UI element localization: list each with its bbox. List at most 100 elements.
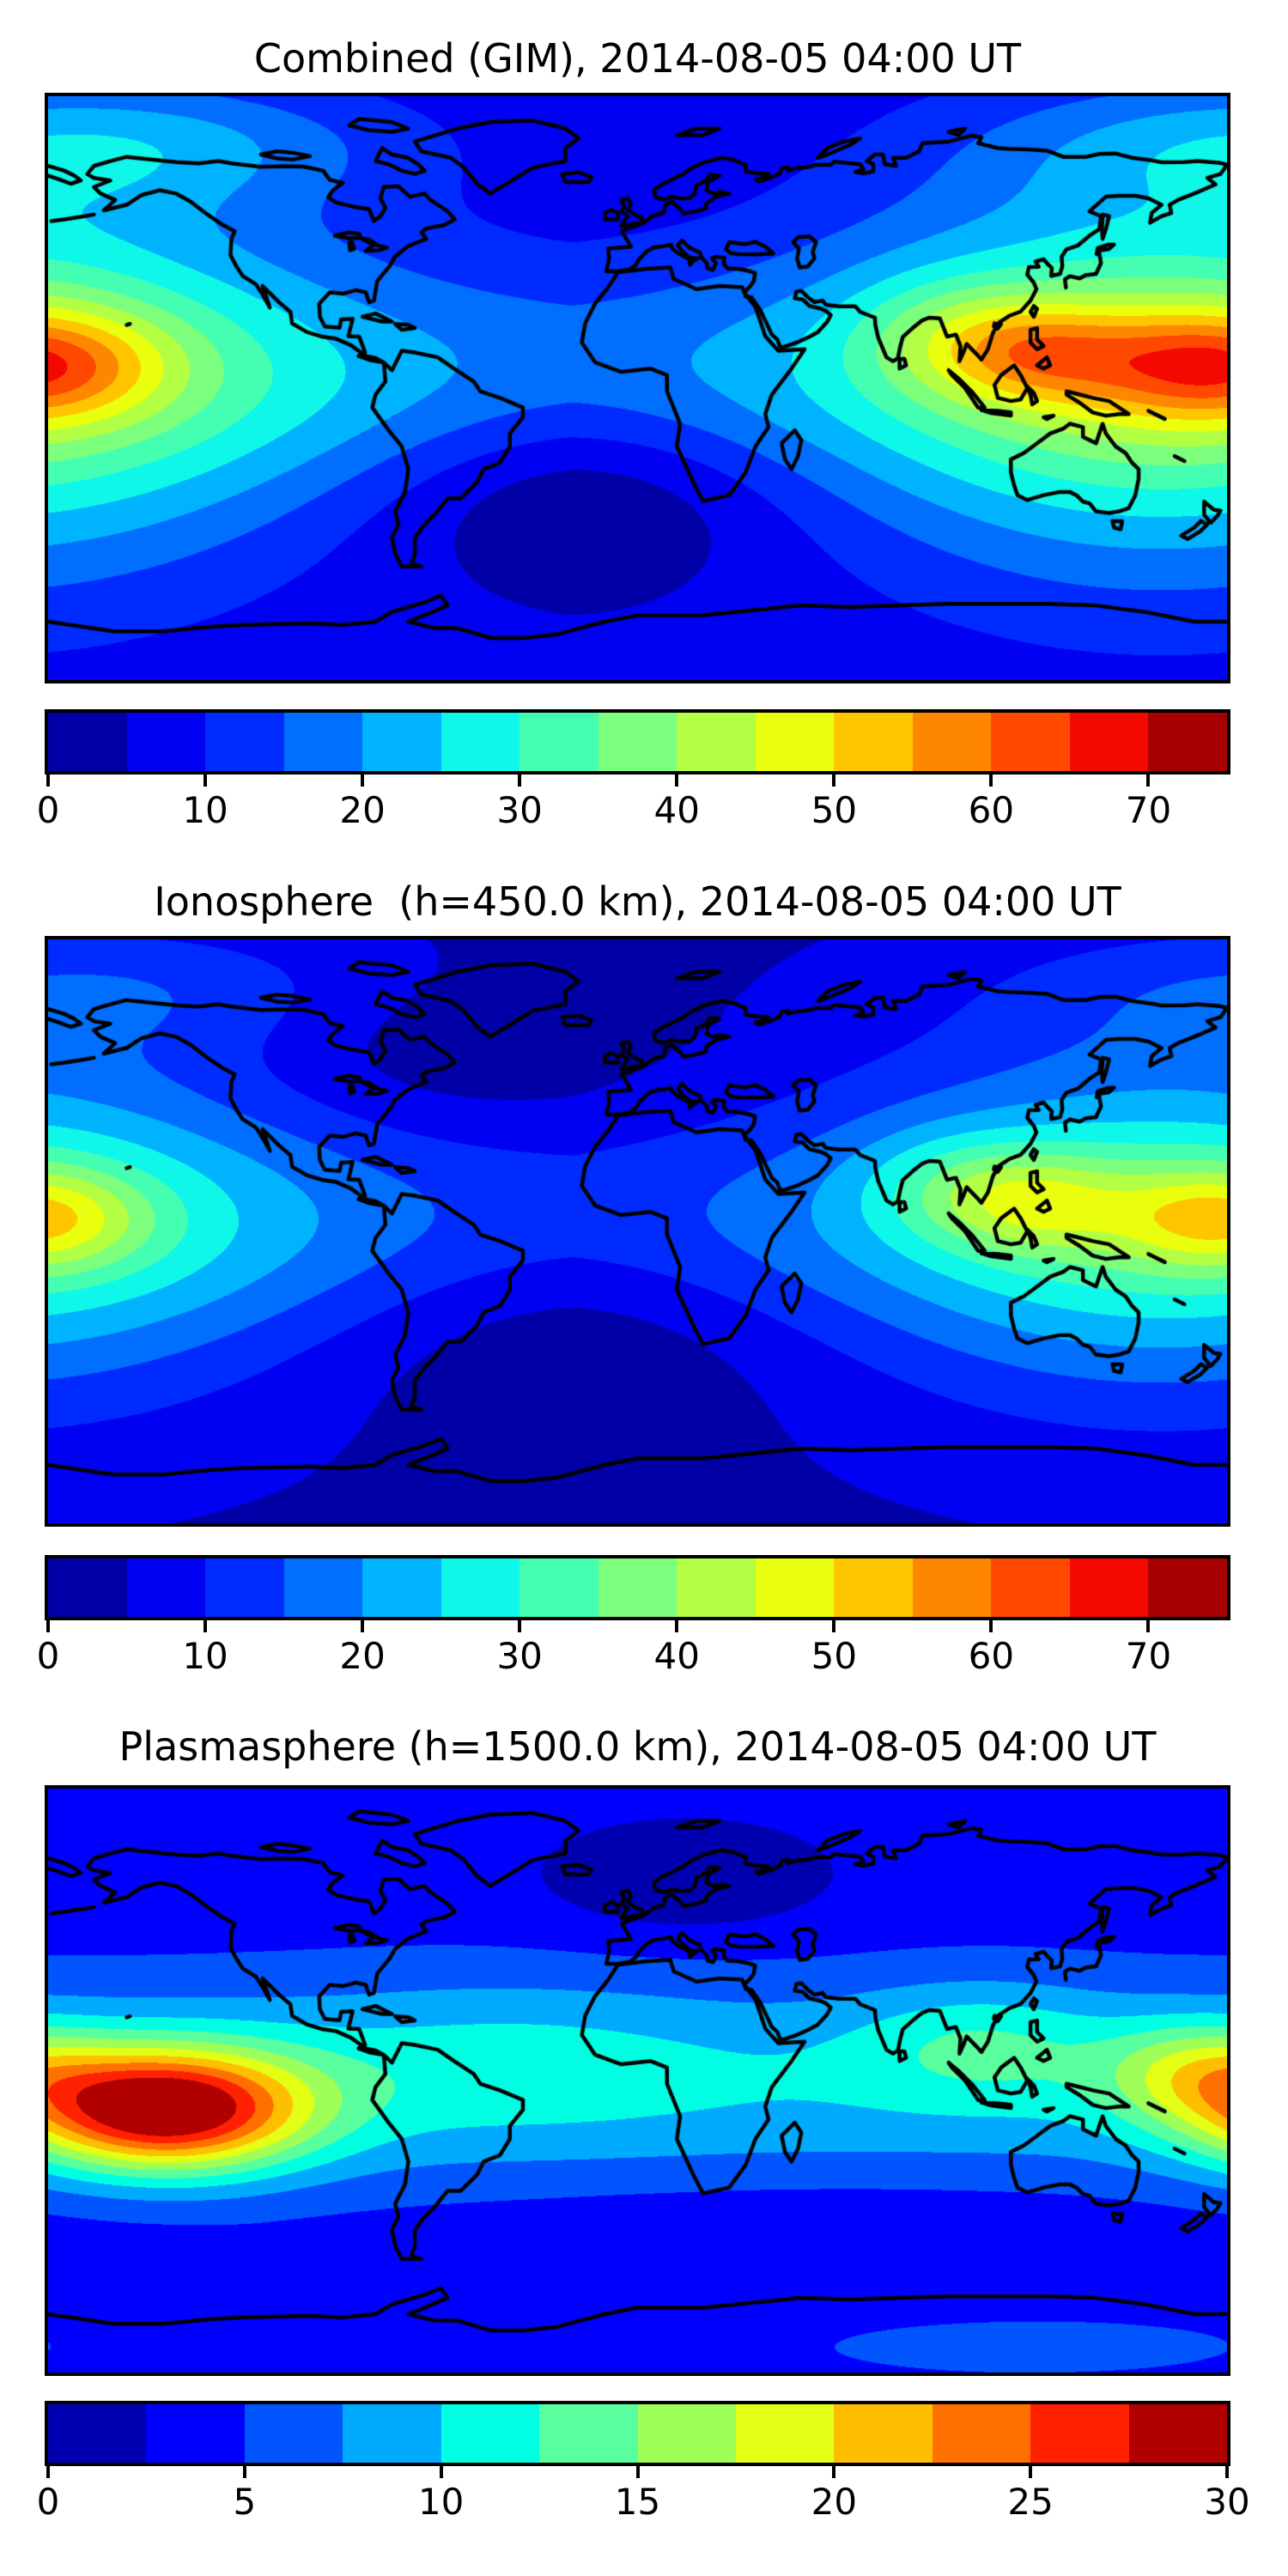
colorbar-segment — [362, 1558, 441, 1617]
colorbar-segment — [48, 1558, 127, 1617]
colorbar-tick-label: 20 — [339, 789, 386, 831]
colorbar-segment — [362, 713, 441, 771]
colorbar-tick-label: 5 — [233, 2481, 257, 2523]
map-plasmasphere — [45, 1785, 1230, 2376]
colorbar-tick-mark — [635, 2466, 640, 2478]
colorbar-segment — [440, 1558, 520, 1617]
colorbar-tick-label: 70 — [1125, 789, 1172, 831]
colorbar-plasmasphere — [45, 2401, 1230, 2466]
colorbar-tick-label: 10 — [182, 1635, 228, 1677]
colorbar-segment — [244, 2404, 343, 2463]
colorbar-segment — [343, 2404, 441, 2463]
colorbar-segment — [755, 713, 835, 771]
colorbar-segment — [146, 2404, 245, 2463]
colorbar-segment — [912, 1558, 992, 1617]
colorbar-tick-mark — [204, 775, 208, 787]
colorbar-segment — [598, 713, 677, 771]
map-canvas-plasmasphere — [48, 1789, 1227, 2372]
colorbar-tick-mark — [675, 775, 679, 787]
colorbar-tick-mark — [1146, 1620, 1151, 1632]
colorbar-tick-label: 30 — [1204, 2481, 1250, 2523]
colorbar-segment — [283, 713, 363, 771]
colorbar-tick-label: 10 — [417, 2481, 465, 2523]
colorbar-ionosphere — [45, 1555, 1230, 1620]
colorbar-segment — [283, 1558, 363, 1617]
colorbar-tick-mark — [242, 2466, 246, 2478]
colorbar-tick-label: 40 — [653, 1635, 700, 1677]
colorbar-tick-mark — [832, 1620, 836, 1632]
colorbar-segment — [205, 713, 284, 771]
colorbar-segment — [1128, 2404, 1228, 2463]
colorbar-segment — [991, 1558, 1070, 1617]
panel-title-combined: Combined (GIM), 2014-08-05 04:00 UT — [253, 35, 1022, 82]
colorbar-segment — [912, 713, 992, 771]
colorbar-segment — [440, 2404, 540, 2463]
colorbar-segment — [677, 713, 756, 771]
map-canvas-ionosphere — [48, 939, 1227, 1523]
colorbar-segment — [1148, 713, 1227, 771]
colorbar-segment — [637, 2404, 736, 2463]
colorbar-tick-mark — [361, 775, 365, 787]
colorbar-tick-mark — [518, 1620, 522, 1632]
map-combined — [45, 93, 1230, 683]
colorbar-tick-label: 0 — [36, 1635, 60, 1677]
colorbar-segment — [991, 713, 1070, 771]
colorbar-segment — [932, 2404, 1031, 2463]
colorbar-tick-label: 60 — [968, 1635, 1015, 1677]
colorbar-tick-label: 50 — [811, 1635, 858, 1677]
colorbar-tick-mark — [439, 2466, 443, 2478]
colorbar-tick-label: 40 — [653, 789, 700, 831]
colorbar-segment — [126, 1558, 206, 1617]
colorbar-segment — [205, 1558, 284, 1617]
colorbar-segment — [677, 1558, 756, 1617]
colorbar-tick-mark — [361, 1620, 365, 1632]
colorbar-tick-label: 25 — [1007, 2481, 1054, 2523]
colorbar-tick-label: 50 — [811, 789, 858, 831]
colorbar-tick-label: 30 — [496, 789, 543, 831]
colorbar-segment — [834, 713, 913, 771]
colorbar-tick-mark — [46, 775, 50, 787]
colorbar-segment — [598, 1558, 677, 1617]
colorbar-tick-label: 70 — [1125, 1635, 1172, 1677]
colorbar-tick-mark — [1029, 2466, 1033, 2478]
colorbar-segment — [519, 713, 598, 771]
colorbar-tick-mark — [832, 775, 836, 787]
colorbar-segment — [539, 2404, 638, 2463]
colorbar-tick-label: 20 — [811, 2481, 858, 2523]
colorbar-tick-label: 20 — [339, 1635, 386, 1677]
colorbar-segment — [48, 713, 127, 771]
colorbar-segment — [834, 2404, 933, 2463]
colorbar-segment — [834, 1558, 913, 1617]
colorbar-tick-label: 30 — [496, 1635, 543, 1677]
colorbar-segment — [1069, 713, 1149, 771]
colorbar-tick-mark — [46, 2466, 50, 2478]
colorbar-tick-mark — [1146, 775, 1151, 787]
colorbar-segment — [440, 713, 520, 771]
colorbar-tick-mark — [518, 775, 522, 787]
map-canvas-combined — [48, 96, 1227, 680]
colorbar-segment — [126, 713, 206, 771]
colorbar-tick-label: 0 — [36, 2481, 60, 2523]
colorbar-segment — [755, 1558, 835, 1617]
colorbar-tick-mark — [1225, 2466, 1229, 2478]
colorbar-segment — [735, 2404, 835, 2463]
colorbar-tick-label: 15 — [614, 2481, 661, 2523]
panel-title-plasmasphere: Plasmasphere (h=1500.0 km), 2014-08-05 0… — [118, 1723, 1157, 1770]
map-ionosphere — [45, 936, 1230, 1527]
colorbar-tick-mark — [989, 1620, 993, 1632]
colorbar-tick-mark — [46, 1620, 50, 1632]
colorbar-tick-label: 60 — [968, 789, 1015, 831]
panel-title-ionosphere: Ionosphere (h=450.0 km), 2014-08-05 04:0… — [154, 878, 1121, 925]
colorbar-segment — [519, 1558, 598, 1617]
colorbar-tick-label: 10 — [182, 789, 228, 831]
colorbar-tick-label: 0 — [36, 789, 60, 831]
colorbar-tick-mark — [832, 2466, 836, 2478]
colorbar-segment — [1069, 1558, 1149, 1617]
colorbar-tick-mark — [204, 1620, 208, 1632]
colorbar-segment — [48, 2404, 147, 2463]
colorbar-tick-mark — [989, 775, 993, 787]
colorbar-tick-mark — [675, 1620, 679, 1632]
colorbar-combined — [45, 709, 1230, 775]
colorbar-segment — [1148, 1558, 1227, 1617]
colorbar-segment — [1030, 2404, 1129, 2463]
